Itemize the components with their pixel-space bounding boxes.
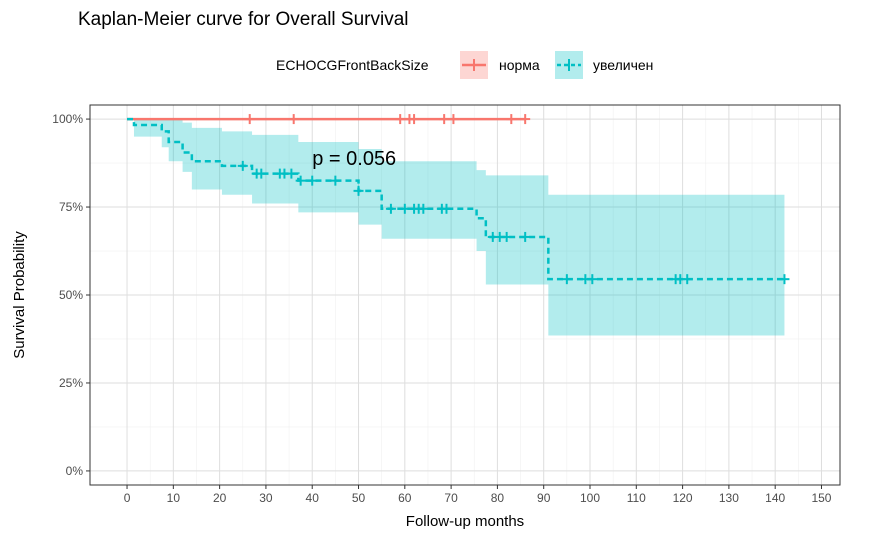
y-tick-label: 75% xyxy=(59,200,83,214)
censor-mark xyxy=(244,114,255,125)
p-value-annotation: p = 0.056 xyxy=(312,148,396,170)
legend-label: норма xyxy=(499,57,540,73)
x-axis: 0 10 20 30 40 50 60 70 80 90 100 110 120 130 140 150 xyxy=(124,485,832,505)
legend-item: увеличен xyxy=(555,51,653,79)
censor-mark xyxy=(441,203,452,214)
censor-mark xyxy=(353,185,364,196)
x-tick-label: 50 xyxy=(352,491,366,505)
censor-marks xyxy=(237,114,790,285)
survival-curves xyxy=(127,117,785,281)
y-axis: 0% 25% 50% 75% 100% xyxy=(52,112,90,478)
censor-mark xyxy=(409,114,420,125)
censor-mark xyxy=(399,203,410,214)
chart-title: Kaplan-Meier curve for Overall Survival xyxy=(78,9,409,30)
censor-mark xyxy=(520,231,531,242)
y-tick-label: 50% xyxy=(59,288,83,302)
x-tick-label: 100 xyxy=(580,491,600,505)
x-tick-label: 150 xyxy=(811,491,831,505)
censor-mark xyxy=(395,114,406,125)
censor-mark xyxy=(520,114,531,125)
censor-mark xyxy=(506,114,517,125)
y-axis-title: Survival Probability xyxy=(11,231,28,359)
x-tick-label: 120 xyxy=(673,491,693,505)
censor-mark xyxy=(286,168,297,179)
legend-title: ECHOCGFrontBackSize xyxy=(276,57,429,73)
censor-mark xyxy=(439,114,450,125)
censor-mark xyxy=(237,160,248,171)
y-tick-label: 100% xyxy=(52,112,83,126)
censor-mark xyxy=(448,114,459,125)
censor-mark xyxy=(418,203,429,214)
x-tick-label: 130 xyxy=(719,491,739,505)
x-tick-label: 10 xyxy=(167,491,181,505)
censor-mark xyxy=(295,175,306,186)
censor-mark xyxy=(256,168,267,179)
censor-mark xyxy=(587,274,598,285)
legend-item: норма xyxy=(460,51,540,79)
censor-mark xyxy=(307,175,318,186)
censor-mark xyxy=(779,274,790,285)
x-tick-label: 90 xyxy=(537,491,551,505)
censor-mark xyxy=(330,175,341,186)
y-tick-label: 25% xyxy=(59,376,83,390)
legend: ECHOCGFrontBackSize норма увеличен xyxy=(276,51,653,79)
legend-label: увеличен xyxy=(593,57,653,73)
censor-mark xyxy=(385,203,396,214)
x-tick-label: 20 xyxy=(213,491,227,505)
x-tick-label: 110 xyxy=(627,491,646,505)
x-tick-label: 80 xyxy=(491,491,505,505)
censor-mark xyxy=(501,231,512,242)
censor-mark xyxy=(682,274,693,285)
y-tick-label: 0% xyxy=(66,464,84,478)
x-tick-label: 40 xyxy=(306,491,320,505)
grid-major xyxy=(90,105,840,485)
x-tick-label: 30 xyxy=(259,491,273,505)
x-tick-label: 140 xyxy=(765,491,785,505)
survival-curve xyxy=(127,117,785,281)
x-axis-title: Follow-up months xyxy=(406,513,524,530)
censor-mark xyxy=(288,114,299,125)
censor-mark xyxy=(561,274,572,285)
x-tick-label: 60 xyxy=(398,491,412,505)
x-tick-label: 0 xyxy=(124,491,131,505)
x-tick-label: 70 xyxy=(444,491,458,505)
